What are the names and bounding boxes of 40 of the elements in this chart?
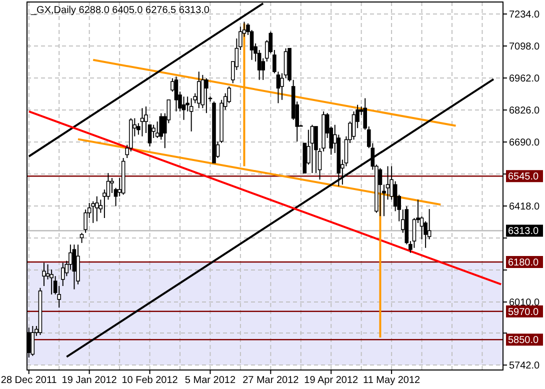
x-tick-label: 19 Apr 2012 [304, 375, 359, 386]
x-tick-label: 11 May 2012 [363, 375, 421, 386]
candlestick [94, 196, 99, 222]
candlestick [50, 269, 54, 295]
chart-title: _GX,Daily 6288.0 6405.0 6276.5 6313.0 [30, 5, 210, 16]
y-tick-label: 6826.0 [509, 106, 540, 116]
x-tick-label: 27 Mar 2012 [242, 375, 300, 386]
y-tick-label: 6418.0 [509, 202, 540, 212]
candlestick [46, 264, 50, 280]
candlestick [72, 244, 76, 290]
candlestick [189, 98, 194, 132]
x-tick-label: 10 Feb 2012 [122, 375, 178, 386]
x-tick-label: 19 Jan 2012 [62, 375, 118, 386]
x-tick-label: 28 Dec 2011 [0, 375, 58, 386]
candlestick [196, 71, 201, 109]
x-tick-label: 5 Mar 2012 [184, 375, 236, 386]
ref-line-label: 6545.0 [508, 172, 540, 183]
y-tick-label: 6690.0 [509, 138, 540, 148]
y-tick-label: 6010.0 [509, 298, 540, 308]
candlestick [84, 209, 88, 234]
ref-line-label: 6180.0 [508, 258, 540, 268]
y-tick-label: 6962.0 [509, 74, 540, 84]
candlestick [200, 74, 205, 109]
candlestick [257, 50, 262, 80]
ref-line-label: 5850.0 [508, 335, 540, 346]
candlestick [386, 166, 390, 200]
ref-line-label: 6313.0 [508, 226, 540, 238]
y-tick-label: 7098.0 [509, 42, 540, 52]
candlestick [186, 96, 190, 112]
candlestick [42, 262, 46, 286]
candlestick [136, 122, 140, 136]
y-tick-label: 5742.0 [509, 360, 540, 372]
candlestick [110, 178, 114, 194]
candlestick [60, 262, 65, 286]
candlestick [140, 108, 144, 137]
ref-line-label: 5970.0 [508, 306, 540, 318]
candlestick [182, 96, 186, 120]
y-tick-label: 7234.0 [509, 10, 540, 20]
candlestick [174, 76, 178, 112]
candlestick [336, 134, 341, 187]
